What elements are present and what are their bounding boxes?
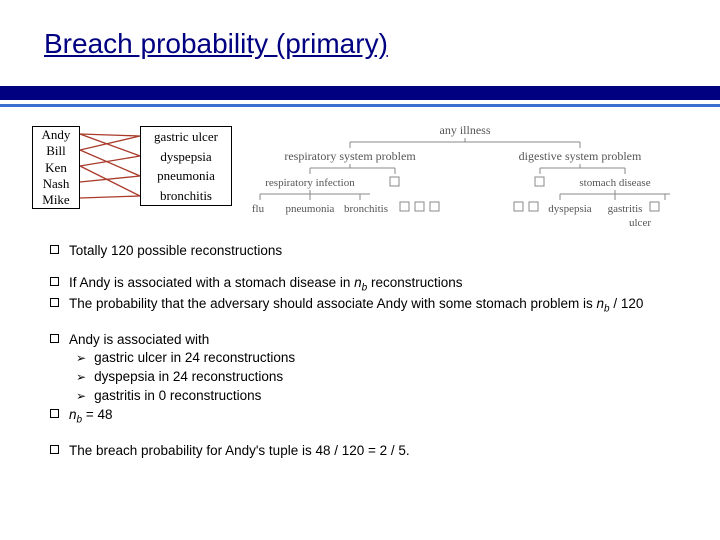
disease-box: gastric ulcer dyspepsia pneumonia bronch…: [140, 126, 232, 206]
sub-bullet-item: ➢ gastric ulcer in 24 reconstructions: [50, 349, 690, 368]
name-row: Mike: [33, 192, 79, 208]
name-row: Andy: [33, 127, 79, 143]
name-row: Bill: [33, 143, 79, 159]
diagram-area: Andy Bill Ken Nash Mike gastric ulcer dy…: [32, 122, 692, 230]
bullet-text: Andy is associated with: [69, 331, 690, 349]
bullet-item: The probability that the adversary shoul…: [50, 295, 690, 316]
bullet-text: The breach probability for Andy's tuple …: [69, 442, 690, 460]
svg-text:ulcer: ulcer: [629, 217, 651, 229]
svg-text:bronchitis: bronchitis: [344, 203, 388, 215]
disease-row: gastric ulcer: [141, 127, 231, 147]
svg-text:gastritis: gastritis: [608, 203, 643, 215]
square-bullet-icon: [50, 245, 59, 254]
name-row: Nash: [33, 176, 79, 192]
name-row: Ken: [33, 160, 79, 176]
bullet-item: If Andy is associated with a stomach dis…: [50, 274, 690, 295]
svg-text:dyspepsia: dyspepsia: [548, 203, 592, 215]
svg-text:respiratory system problem: respiratory system problem: [284, 149, 416, 163]
names-box: Andy Bill Ken Nash Mike: [32, 126, 80, 209]
sub-bullet-item: ➢ gastritis in 0 reconstructions: [50, 387, 690, 406]
square-bullet-icon: [50, 445, 59, 454]
svg-text:respiratory infection: respiratory infection: [265, 177, 355, 189]
square-bullet-icon: [50, 277, 59, 286]
rule-thick: [0, 86, 720, 100]
disease-row: bronchitis: [141, 186, 231, 206]
bullet-list: Totally 120 possible reconstructions If …: [50, 242, 690, 474]
bullet-text: If Andy is associated with a stomach dis…: [69, 274, 690, 295]
svg-text:digestive system problem: digestive system problem: [519, 149, 642, 163]
sub-bullet-item: ➢ dyspepsia in 24 reconstructions: [50, 368, 690, 387]
rule-thin: [0, 104, 720, 107]
bullet-item: nb = 48: [50, 406, 690, 427]
disease-row: dyspepsia: [141, 147, 231, 167]
square-bullet-icon: [50, 334, 59, 343]
disease-row: pneumonia: [141, 166, 231, 186]
triangle-bullet-icon: ➢: [76, 368, 86, 387]
svg-text:stomach disease: stomach disease: [579, 177, 650, 189]
bullet-item: Totally 120 possible reconstructions: [50, 242, 690, 260]
triangle-bullet-icon: ➢: [76, 349, 86, 368]
svg-text:any illness: any illness: [440, 123, 491, 137]
bullet-text: dyspepsia in 24 reconstructions: [94, 368, 690, 386]
page-title: Breach probability (primary): [44, 28, 388, 60]
bullet-item: The breach probability for Andy's tuple …: [50, 442, 690, 460]
bullet-text: The probability that the adversary shoul…: [69, 295, 690, 316]
bullet-item: Andy is associated with: [50, 331, 690, 349]
bipartite-links-icon: [80, 126, 140, 216]
svg-text:flu: flu: [252, 203, 265, 215]
triangle-bullet-icon: ➢: [76, 387, 86, 406]
bullet-text: gastritis in 0 reconstructions: [94, 387, 690, 405]
square-bullet-icon: [50, 409, 59, 418]
bullet-text: nb = 48: [69, 406, 690, 427]
bullet-text: Totally 120 possible reconstructions: [69, 242, 690, 260]
taxonomy-tree-icon: any illness respiratory system problem d…: [240, 122, 690, 232]
svg-text:pneumonia: pneumonia: [286, 203, 335, 215]
bullet-text: gastric ulcer in 24 reconstructions: [94, 349, 690, 367]
square-bullet-icon: [50, 298, 59, 307]
